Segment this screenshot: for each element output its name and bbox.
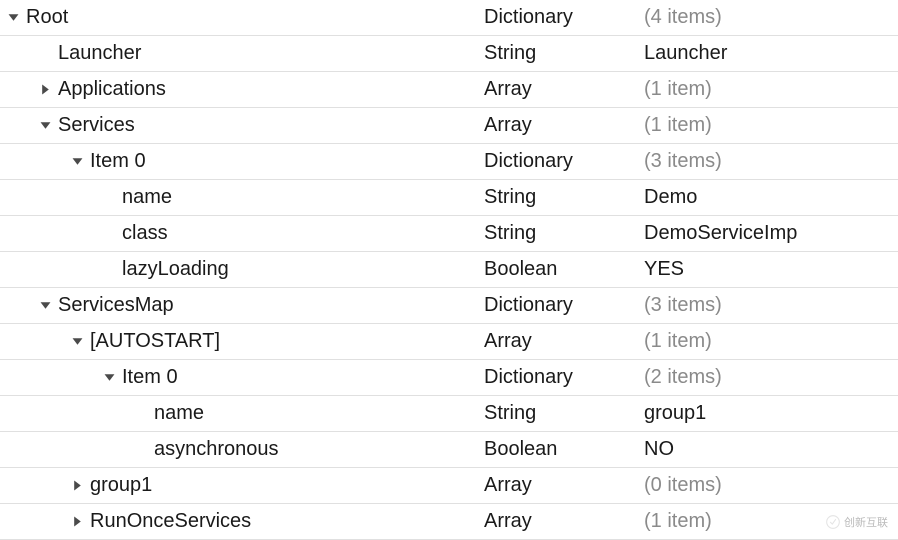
value-cell: (1 item) (644, 114, 898, 137)
tree-row[interactable]: RunOnceServicesArray(1 item) (0, 504, 898, 540)
watermark: 创新互联 (820, 512, 894, 532)
disclosure-triangle-icon[interactable] (70, 156, 84, 167)
type-cell: Array (484, 510, 644, 533)
key-cell: [AUTOSTART] (0, 330, 484, 353)
key-cell: Launcher (0, 42, 484, 65)
value-cell: (1 item) (644, 330, 898, 353)
key-cell: Services (0, 114, 484, 137)
key-cell: class (0, 222, 484, 245)
tree-row[interactable]: ServicesMap Dictionary(3 items) (0, 288, 898, 324)
type-cell: Boolean (484, 438, 644, 461)
tree-row[interactable]: group1 Array(0 items) (0, 468, 898, 504)
disclosure-triangle-icon[interactable] (38, 300, 52, 311)
type-cell: String (484, 402, 644, 425)
key-label: Item 0 (90, 150, 146, 173)
tree-row[interactable]: Root Dictionary(4 items) (0, 0, 898, 36)
key-cell: lazyLoading (0, 258, 484, 281)
key-label: name (122, 186, 172, 209)
disclosure-triangle-icon[interactable] (70, 336, 84, 347)
tree-row[interactable]: [AUTOSTART] Array(1 item) (0, 324, 898, 360)
key-cell: Item 0 (0, 366, 484, 389)
tree-row[interactable]: asynchronous BooleanNO (0, 432, 898, 468)
key-label: name (154, 402, 204, 425)
type-cell: String (484, 186, 644, 209)
type-cell: Dictionary (484, 150, 644, 173)
value-cell: (2 items) (644, 366, 898, 389)
tree-row[interactable]: Applications Array(1 item) (0, 72, 898, 108)
tree-row[interactable]: Services Array(1 item) (0, 108, 898, 144)
key-label: Item 0 (122, 366, 178, 389)
tree-row[interactable]: lazyLoading BooleanYES (0, 252, 898, 288)
tree-row[interactable]: name Stringgroup1 (0, 396, 898, 432)
type-cell: String (484, 42, 644, 65)
disclosure-triangle-icon[interactable] (70, 480, 84, 491)
key-cell: name (0, 186, 484, 209)
type-cell: Array (484, 114, 644, 137)
value-cell: NO (644, 438, 898, 461)
type-cell: Array (484, 78, 644, 101)
type-cell: Array (484, 330, 644, 353)
type-cell: Dictionary (484, 366, 644, 389)
key-cell: ServicesMap (0, 294, 484, 317)
key-cell: asynchronous (0, 438, 484, 461)
key-label: Launcher (58, 42, 141, 65)
value-cell: (0 items) (644, 474, 898, 497)
tree-row[interactable]: class StringDemoServiceImp (0, 216, 898, 252)
key-label: asynchronous (154, 438, 279, 461)
key-label: lazyLoading (122, 258, 229, 281)
value-cell: YES (644, 258, 898, 281)
key-cell: Root (0, 6, 484, 29)
plist-tree-table: RootDictionary(4 items)LauncherStringLau… (0, 0, 898, 540)
key-cell: RunOnceServices (0, 510, 484, 533)
key-label: Services (58, 114, 135, 137)
value-cell: (4 items) (644, 6, 898, 29)
type-cell: Dictionary (484, 294, 644, 317)
disclosure-triangle-icon[interactable] (38, 120, 52, 131)
watermark-text: 创新互联 (844, 514, 888, 530)
watermark-icon (826, 515, 840, 529)
value-cell: Demo (644, 186, 898, 209)
tree-row[interactable]: Item 0 Dictionary(2 items) (0, 360, 898, 396)
disclosure-triangle-icon[interactable] (6, 12, 20, 23)
disclosure-triangle-icon[interactable] (38, 84, 52, 95)
key-cell: Item 0 (0, 150, 484, 173)
key-label: class (122, 222, 168, 245)
disclosure-triangle-icon[interactable] (102, 372, 116, 383)
type-cell: Dictionary (484, 6, 644, 29)
tree-row[interactable]: LauncherStringLauncher (0, 36, 898, 72)
type-cell: Boolean (484, 258, 644, 281)
value-cell: (3 items) (644, 294, 898, 317)
type-cell: Array (484, 474, 644, 497)
key-label: [AUTOSTART] (90, 330, 220, 353)
disclosure-triangle-icon[interactable] (70, 516, 84, 527)
tree-row[interactable]: name StringDemo (0, 180, 898, 216)
value-cell: (1 item) (644, 78, 898, 101)
key-label: RunOnceServices (90, 510, 251, 533)
tree-row[interactable]: Item 0 Dictionary(3 items) (0, 144, 898, 180)
value-cell: Launcher (644, 42, 898, 65)
value-cell: DemoServiceImp (644, 222, 898, 245)
key-label: Root (26, 6, 68, 29)
key-cell: group1 (0, 474, 484, 497)
type-cell: String (484, 222, 644, 245)
key-cell: name (0, 402, 484, 425)
key-label: ServicesMap (58, 294, 174, 317)
value-cell: group1 (644, 402, 898, 425)
key-label: group1 (90, 474, 152, 497)
key-cell: Applications (0, 78, 484, 101)
key-label: Applications (58, 78, 166, 101)
value-cell: (3 items) (644, 150, 898, 173)
